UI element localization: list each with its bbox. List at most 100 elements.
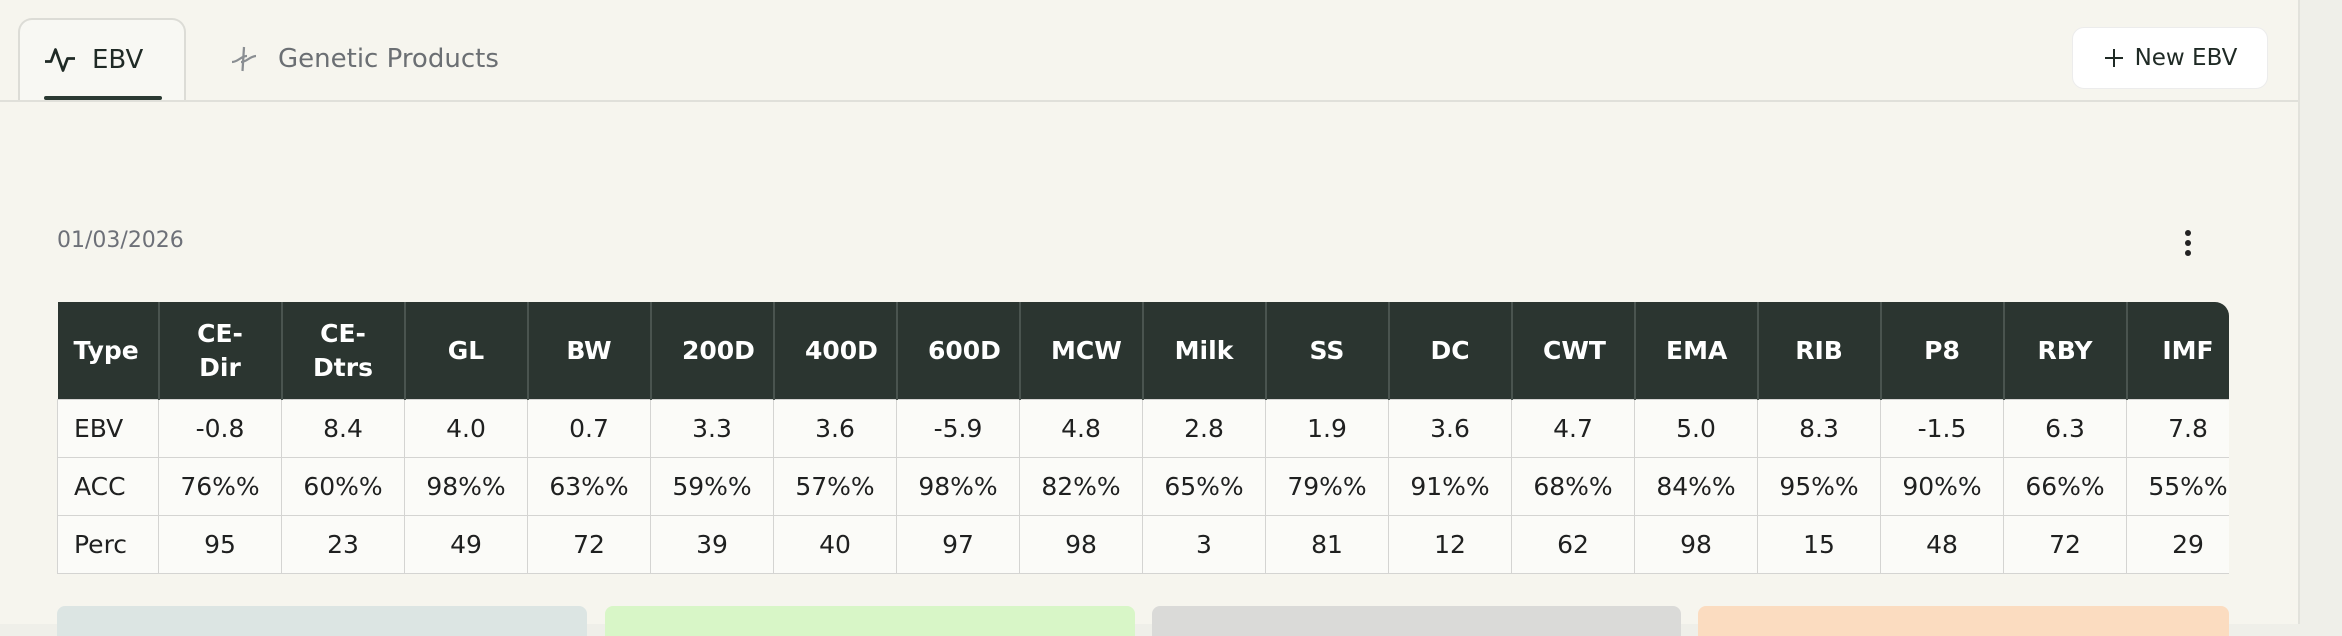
cell: 98 <box>1019 515 1143 574</box>
cell: 98%% <box>404 457 528 516</box>
cell: 55%% <box>2126 457 2229 516</box>
cell: 95 <box>158 515 282 574</box>
header-text: IMF <box>2162 335 2214 365</box>
header-row: Type CE-Dir CE-Dtrs GL BW 200D 400D 600D MCW Milk… <box>57 302 2229 400</box>
cell: 15 <box>1757 515 1881 574</box>
header-text: Type <box>73 335 139 365</box>
cell: 72 <box>527 515 651 574</box>
card <box>605 606 1135 636</box>
cell: 90%% <box>1880 457 2004 516</box>
tab[interactable]: EBV <box>18 18 186 100</box>
tab-underline <box>44 96 162 100</box>
column-header: DC <box>1388 302 1513 400</box>
cell: 60%% <box>281 457 405 516</box>
header-text: 400D <box>805 335 878 365</box>
cell: 5.0 <box>1634 399 1758 458</box>
cell: -5.9 <box>896 399 1020 458</box>
card <box>1152 606 1681 636</box>
header-text: 200D <box>682 335 755 365</box>
column-header: 400D <box>773 302 898 400</box>
header-text: P8 <box>1924 335 1960 365</box>
cell: 98%% <box>896 457 1020 516</box>
table-row: Perc 95 23 49 72 39 40 97 98 3 81 12 62 98 15 48 72 29 <box>57 515 2229 574</box>
cell: 91%% <box>1388 457 1512 516</box>
cell: 4.7 <box>1511 399 1635 458</box>
column-header: IMF <box>2126 302 2229 400</box>
new-ebv-button[interactable]: New EBV <box>2072 27 2268 89</box>
header-text: RIB <box>1795 335 1843 365</box>
cell: 76%% <box>158 457 282 516</box>
cell: 72 <box>2003 515 2127 574</box>
cell: 1.9 <box>1265 399 1389 458</box>
column-header: Type <box>57 302 160 400</box>
cell: 65%% <box>1142 457 1266 516</box>
table-row: EBV -0.8 8.4 4.0 0.7 3.3 3.6 -5.9 4.8 2.8 1.9 3.6 4.… <box>57 399 2229 458</box>
cell: 40 <box>773 515 897 574</box>
cell: 3.6 <box>1388 399 1512 458</box>
cell: 66%% <box>2003 457 2127 516</box>
column-header: CWT <box>1511 302 1636 400</box>
cell: 49 <box>404 515 528 574</box>
cell: 97 <box>896 515 1020 574</box>
column-header: CE-Dir <box>158 302 283 400</box>
cell: 57%% <box>773 457 897 516</box>
cell: 62 <box>1511 515 1635 574</box>
cell: 3.6 <box>773 399 897 458</box>
header-text: RBY <box>2037 335 2093 365</box>
column-header: Milk <box>1142 302 1267 400</box>
more-menu[interactable] <box>2178 228 2198 260</box>
ebv-table: Type CE-Dir CE-Dtrs GL BW 200D 400D 600D MCW Milk… <box>57 302 2229 574</box>
date: 01/03/2026 <box>57 228 184 253</box>
column-header: GL <box>404 302 529 400</box>
column-header: EMA <box>1634 302 1759 400</box>
cell: 84%% <box>1634 457 1758 516</box>
header-text: GL <box>447 335 485 365</box>
tab[interactable]: Genetic Products <box>226 18 499 100</box>
cell: 6.3 <box>2003 399 2127 458</box>
row-label: ACC <box>57 457 159 516</box>
cell: 63%% <box>527 457 651 516</box>
header-text: EMA <box>1666 335 1728 365</box>
column-header: 600D <box>896 302 1021 400</box>
column-header: P8 <box>1880 302 2005 400</box>
button-label: New EBV <box>2134 45 2238 71</box>
table-row: ACC 76%% 60%% 98%% 63%% 59%% 57%% 98%% 82%% 65%% 7… <box>57 457 2229 516</box>
cell: 12 <box>1388 515 1512 574</box>
header-text: Milk <box>1174 335 1234 365</box>
cell: 48 <box>1880 515 2004 574</box>
pulse-icon <box>45 48 75 72</box>
row-label: EBV <box>57 399 159 458</box>
cell: 8.4 <box>281 399 405 458</box>
cell: 29 <box>2126 515 2229 574</box>
column-header: CE-Dtrs <box>281 302 406 400</box>
header-text: CE-Dir <box>197 318 243 382</box>
cell: 82%% <box>1019 457 1143 516</box>
card <box>1698 606 2229 636</box>
cell: 81 <box>1265 515 1389 574</box>
dna-icon <box>231 46 257 72</box>
column-header: MCW <box>1019 302 1144 400</box>
column-header: 200D <box>650 302 775 400</box>
header-text: SS <box>1309 335 1345 365</box>
cell: 68%% <box>1511 457 1635 516</box>
cell: 95%% <box>1757 457 1881 516</box>
header-text: 600D <box>928 335 1001 365</box>
header-text: MCW <box>1051 335 1122 365</box>
table-wrapper: Type CE-Dir CE-Dtrs GL BW 200D 400D 600D MCW Milk… <box>57 302 2229 574</box>
cell: 3 <box>1142 515 1266 574</box>
header-text: CE-Dtrs <box>313 318 373 382</box>
cell: 98 <box>1634 515 1758 574</box>
cell: -1.5 <box>1880 399 2004 458</box>
column-header: RBY <box>2003 302 2128 400</box>
cell: 3.3 <box>650 399 774 458</box>
cell: 4.8 <box>1019 399 1143 458</box>
cell: 23 <box>281 515 405 574</box>
tab-label: Genetic Products <box>278 44 499 74</box>
cell: 7.8 <box>2126 399 2229 458</box>
cell: 4.0 <box>404 399 528 458</box>
tab-bar: EBV Genetic Products <box>0 0 2298 102</box>
column-header: SS <box>1265 302 1390 400</box>
plus-icon <box>2104 49 2123 67</box>
